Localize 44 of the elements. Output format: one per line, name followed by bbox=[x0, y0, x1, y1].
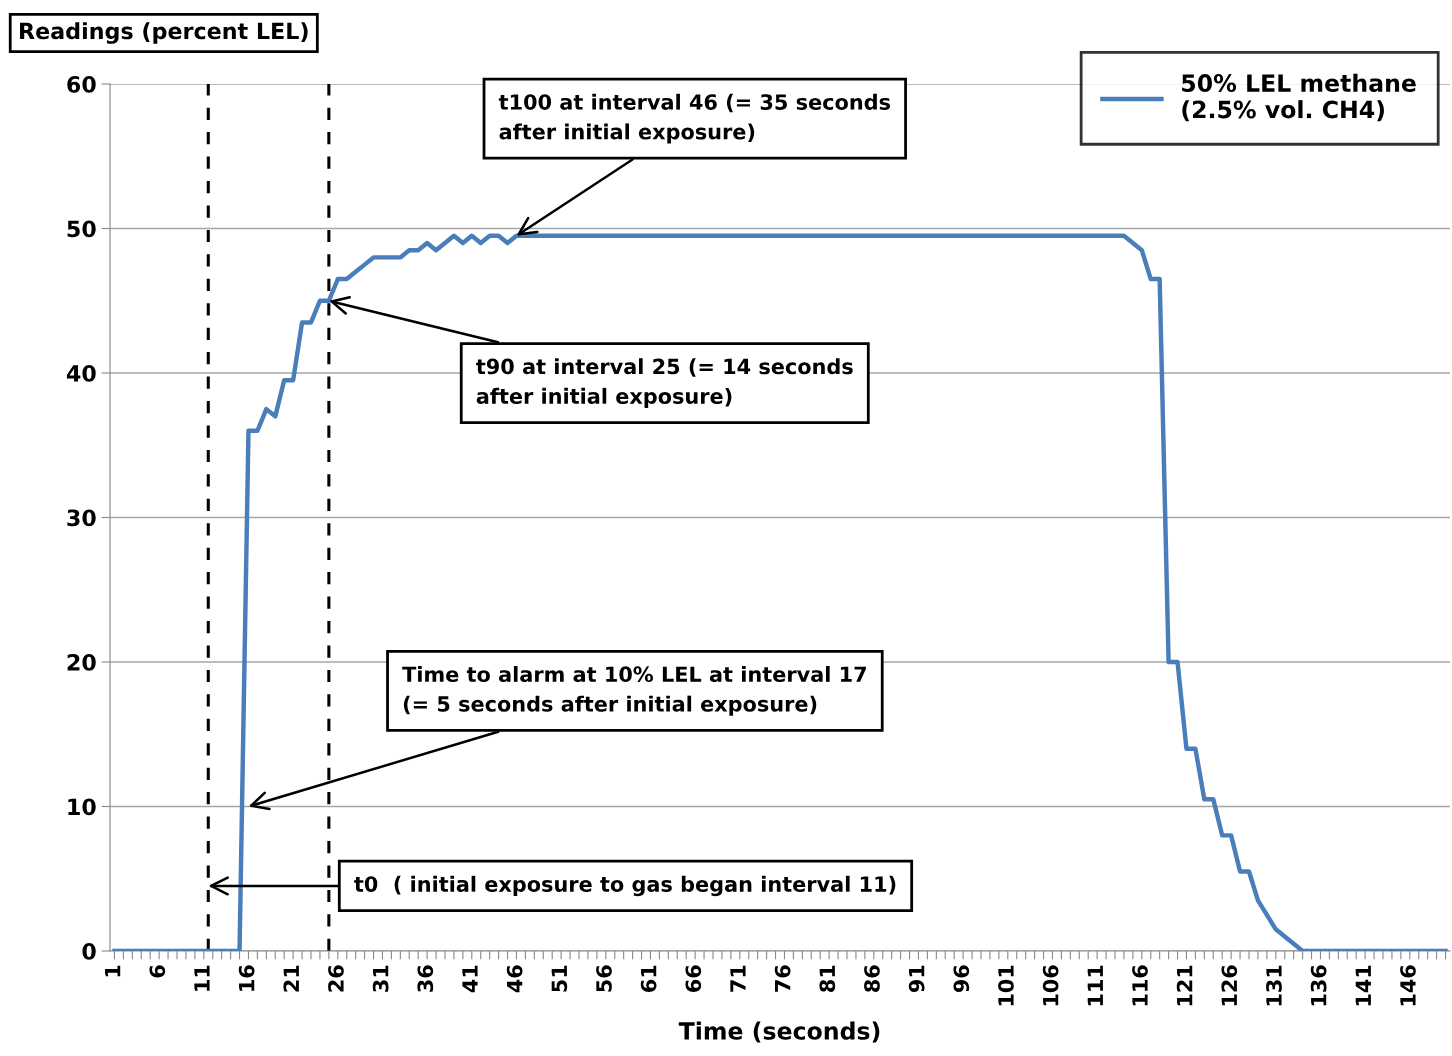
x-tick-label: 146 bbox=[1400, 965, 1416, 1006]
x-tick-label: 51 bbox=[551, 965, 568, 992]
annotation: t100 at interval 46 (= 35 seconds after initial exposure) bbox=[498, 93, 891, 144]
x-tick-label: 6 bbox=[149, 965, 166, 978]
x-tick-label: 116 bbox=[1132, 965, 1148, 1006]
x-tick-label: 111 bbox=[1087, 965, 1103, 1006]
x-tick-label: 16 bbox=[238, 965, 255, 991]
x-tick-label: 101 bbox=[998, 965, 1014, 1006]
x-tick-label: 141 bbox=[1355, 965, 1371, 1006]
legend-label: 50% LEL methane (2.5% vol. CH4) bbox=[1182, 73, 1416, 122]
x-tick-label: 11 bbox=[194, 965, 210, 991]
x-tick-label: 71 bbox=[730, 965, 746, 992]
x-tick-label: 126 bbox=[1221, 965, 1238, 1006]
x-tick-label: 41 bbox=[462, 965, 478, 993]
annotation: Time to alarm at 10% LEL at interval 17 (= 5 seconds after initial exposure) bbox=[402, 665, 866, 716]
y-tick-label: 20 bbox=[67, 653, 96, 671]
x-tick-label: 21 bbox=[283, 965, 299, 992]
y-axis-title: Readings (percent LEL) bbox=[20, 22, 308, 44]
x-axis-title: Time (seconds) bbox=[678, 1021, 880, 1043]
annotation: t0 ( initial exposure to gas began interval 11) bbox=[354, 875, 896, 897]
y-tick-label: 30 bbox=[67, 509, 96, 527]
x-tick-label: 121 bbox=[1176, 965, 1193, 1006]
x-tick-label: 76 bbox=[774, 965, 791, 992]
annotation: t90 at interval 25 (= 14 seconds after initial exposure) bbox=[476, 358, 853, 409]
x-tick-label: 26 bbox=[328, 965, 344, 992]
x-tick-label: 136 bbox=[1310, 965, 1327, 1006]
x-tick-label: 56 bbox=[596, 965, 612, 992]
x-tick-label: 91 bbox=[908, 965, 925, 993]
x-tick-label: 36 bbox=[417, 965, 434, 992]
y-tick-label: 40 bbox=[66, 364, 96, 382]
y-tick-label: 0 bbox=[82, 942, 96, 960]
x-tick-label: 131 bbox=[1266, 965, 1282, 1006]
x-tick-label: 61 bbox=[640, 965, 657, 992]
y-tick-label: 10 bbox=[68, 798, 96, 816]
x-tick-label: 31 bbox=[372, 965, 389, 992]
x-tick-label: 1 bbox=[105, 965, 121, 977]
x-tick-label: 46 bbox=[506, 965, 523, 993]
x-tick-label: 81 bbox=[819, 965, 836, 992]
x-tick-label: 66 bbox=[685, 965, 702, 992]
y-tick-label: 50 bbox=[67, 220, 96, 238]
x-tick-label: 106 bbox=[1042, 965, 1059, 1006]
y-tick-label: 60 bbox=[67, 75, 96, 93]
x-tick-label: 96 bbox=[953, 965, 970, 993]
x-tick-label: 86 bbox=[864, 965, 880, 992]
